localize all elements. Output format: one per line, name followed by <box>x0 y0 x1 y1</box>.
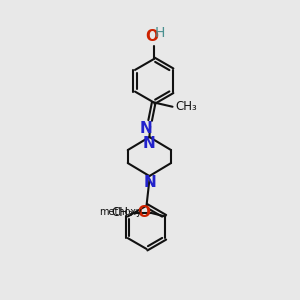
Text: H: H <box>155 26 165 40</box>
Text: CH₃: CH₃ <box>176 100 197 112</box>
Text: O: O <box>137 205 150 220</box>
Text: N: N <box>144 175 157 190</box>
Text: O: O <box>145 29 158 44</box>
Text: CH₃: CH₃ <box>112 206 134 219</box>
Text: methoxy: methoxy <box>99 207 142 217</box>
Text: N: N <box>142 136 155 151</box>
Text: N: N <box>140 121 152 136</box>
